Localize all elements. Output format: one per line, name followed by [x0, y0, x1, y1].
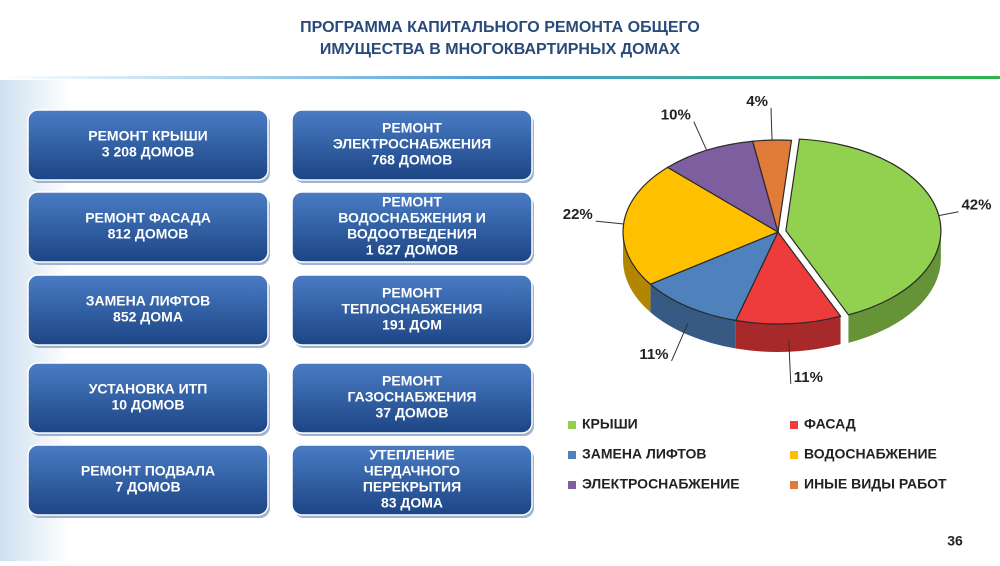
legend-swatch — [568, 481, 576, 489]
box-text: РЕМОНТ ПОДВАЛА — [81, 463, 215, 479]
leader-line — [788, 340, 792, 384]
pie-slice-side — [848, 230, 941, 343]
box — [27, 274, 269, 346]
box — [291, 362, 533, 434]
box-text: 1 627 ДОМОВ — [366, 242, 458, 258]
title-rule — [0, 76, 1000, 79]
box — [27, 362, 269, 434]
box — [27, 109, 269, 181]
leader-line — [671, 323, 689, 362]
box-text: ЗАМЕНА ЛИФТОВ — [86, 293, 211, 309]
box-text: ВОДОСНАБЖЕНИЯ И — [338, 210, 486, 226]
data-label: 10% — [661, 107, 691, 124]
box-text: ВОДООТВЕДЕНИЯ — [347, 226, 477, 242]
box — [291, 274, 533, 346]
legend-label: ЗАМЕНА ЛИФТОВ — [582, 446, 707, 462]
box — [291, 109, 533, 181]
legend-label: КРЫШИ — [582, 416, 638, 432]
box-text: УТЕПЛЕНИЕ — [369, 447, 454, 463]
box-text: 812 ДОМОВ — [108, 226, 189, 242]
leader-line — [938, 211, 959, 217]
leader-line — [693, 121, 708, 151]
box-text: 191 ДОМ — [382, 317, 442, 333]
leader-line — [595, 220, 624, 225]
legend-swatch — [568, 421, 576, 429]
page-number: 36 — [947, 533, 963, 549]
leader-line — [770, 107, 773, 141]
pie-slice — [622, 166, 780, 285]
legend-swatch — [790, 451, 798, 459]
box — [27, 191, 269, 263]
box-text: РЕМОНТ КРЫШИ — [88, 128, 208, 144]
box-text: 7 ДОМОВ — [115, 479, 180, 495]
box-text: РЕМОНТ — [382, 194, 442, 210]
title-line: ПРОГРАММА КАПИТАЛЬНОГО РЕМОНТА ОБЩЕГО — [300, 19, 700, 36]
box-text: ПЕРЕКРЫТИЯ — [363, 479, 461, 495]
box-text: 10 ДОМОВ — [112, 397, 185, 413]
box-text: РЕМОНТ — [382, 120, 442, 136]
box-text: 768 ДОМОВ — [372, 152, 453, 168]
legend-label: ФАСАД — [804, 416, 856, 432]
box — [27, 444, 269, 516]
pie-chart: 42% 11% 11% 22% 10% 4% — [563, 93, 992, 386]
box-text: 37 ДОМОВ — [376, 405, 449, 421]
data-label: 42% — [961, 197, 991, 214]
legend: КРЫШИ ФАСАД ЗАМЕНА ЛИФТОВ ВОДОСНАБЖЕНИЕ ЭЛЕК… — [568, 416, 947, 492]
box-text: РЕМОНТ — [382, 373, 442, 389]
box-text: РЕМОНТ — [382, 285, 442, 301]
box-text: 3 208 ДОМОВ — [102, 144, 194, 160]
legend-swatch — [568, 451, 576, 459]
box — [291, 444, 533, 516]
data-label: 22% — [563, 206, 593, 223]
legend-swatch — [790, 421, 798, 429]
data-label: 11% — [639, 346, 668, 363]
pie-slice-side — [623, 232, 651, 313]
legend-swatch — [790, 481, 798, 489]
legend-label: ЭЛЕКТРОСНАБЖЕНИЕ — [582, 476, 740, 492]
pie-slice-side — [650, 284, 736, 349]
box-text: РЕМОНТ ФАСАДА — [85, 210, 211, 226]
pie-slice — [649, 230, 780, 322]
title-line: ИМУЩЕСТВА В МНОГОКВАРТИРНЫХ ДОМАХ — [320, 41, 681, 58]
pie-slice-side — [735, 316, 841, 352]
legend-label: ИНЫЕ ВИДЫ РАБОТ — [804, 476, 947, 492]
legend-label: ВОДОСНАБЖЕНИЕ — [804, 446, 937, 462]
data-label: 11% — [794, 369, 823, 386]
box — [291, 191, 533, 263]
pie-slice — [734, 230, 842, 325]
data-label: 4% — [746, 93, 768, 110]
box-text: ГАЗОСНАБЖЕНИЯ — [348, 389, 477, 405]
box-text: 852 ДОМА — [113, 309, 183, 325]
box-text: УСТАНОВКА ИТП — [89, 381, 208, 397]
box-text: 83 ДОМА — [381, 495, 443, 511]
box-text: ЧЕРДАЧНОГО — [364, 463, 460, 479]
box-text: ТЕПЛОСНАБЖЕНИЯ — [342, 301, 483, 317]
box-text: ЭЛЕКТРОСНАБЖЕНИЯ — [333, 136, 491, 152]
